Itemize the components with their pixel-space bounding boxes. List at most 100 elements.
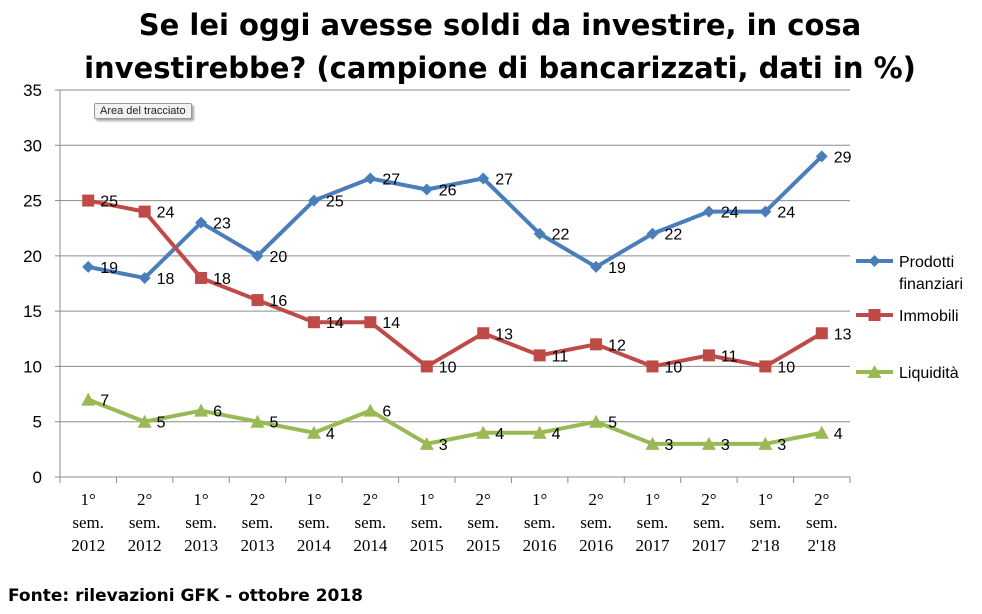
x-tick-label: 2'18 xyxy=(807,536,836,555)
data-label: 4 xyxy=(495,426,504,443)
x-tick-label: 2016 xyxy=(523,536,557,555)
data-label: 4 xyxy=(552,426,561,443)
legend-marker xyxy=(868,255,881,267)
data-point xyxy=(646,360,659,373)
data-point xyxy=(194,403,209,417)
y-tick-label: 10 xyxy=(23,357,42,376)
data-point xyxy=(364,316,377,329)
x-tick-label: 2'18 xyxy=(751,536,780,555)
legend-label: Prodotti xyxy=(899,254,954,271)
y-tick-label: 0 xyxy=(33,468,42,487)
data-point xyxy=(532,425,547,439)
data-label: 3 xyxy=(665,437,674,454)
data-label: 12 xyxy=(608,337,626,354)
y-tick-label: 25 xyxy=(23,192,42,211)
data-label: 5 xyxy=(157,415,166,432)
series-line-prodotti-finanziari xyxy=(87,154,824,280)
data-label: 5 xyxy=(270,415,279,432)
data-point xyxy=(420,360,433,373)
y-tick-label: 35 xyxy=(23,81,42,100)
data-label: 26 xyxy=(439,183,457,200)
x-tick-label: sem. xyxy=(72,513,104,532)
data-point xyxy=(815,327,828,340)
x-tick-label: sem. xyxy=(750,513,782,532)
x-tick-label: sem. xyxy=(242,513,274,532)
data-point xyxy=(138,271,151,284)
x-tick-label: sem. xyxy=(524,513,556,532)
data-label: 14 xyxy=(326,315,344,332)
data-label: 7 xyxy=(100,393,109,410)
x-tick-label: 2° xyxy=(701,490,716,509)
x-tick-label: 2014 xyxy=(297,536,332,555)
x-tick-label: sem. xyxy=(467,513,499,532)
data-point xyxy=(195,271,208,284)
x-tick-label: 2016 xyxy=(579,536,613,555)
data-label: 6 xyxy=(213,404,222,421)
legend-marker xyxy=(867,365,882,378)
data-point xyxy=(364,172,377,185)
data-label: 18 xyxy=(157,271,175,288)
x-tick-label: 2° xyxy=(814,490,829,509)
data-point xyxy=(419,436,434,450)
data-label: 22 xyxy=(665,227,683,244)
data-label: 18 xyxy=(213,271,231,288)
x-tick-label: 2015 xyxy=(410,536,444,555)
data-label: 6 xyxy=(382,404,391,421)
data-label: 11 xyxy=(721,348,738,365)
data-point xyxy=(137,414,152,428)
y-tick-label: 5 xyxy=(33,413,42,432)
x-tick-label: 2017 xyxy=(692,536,727,555)
data-point xyxy=(702,349,715,362)
data-point xyxy=(759,205,772,218)
data-label: 3 xyxy=(439,437,448,454)
legend-label: Liquidità xyxy=(899,365,959,382)
x-tick-label: sem. xyxy=(693,513,725,532)
data-label: 11 xyxy=(552,348,569,365)
series-line-immobili xyxy=(87,198,823,369)
x-tick-label: 2012 xyxy=(71,536,105,555)
data-point xyxy=(589,414,604,428)
data-label: 13 xyxy=(834,326,852,343)
data-label: 14 xyxy=(382,315,400,332)
data-point xyxy=(82,260,95,273)
x-tick-label: 2° xyxy=(588,490,603,509)
chart-title: Se lei oggi avesse soldi da investire, i… xyxy=(84,8,916,85)
x-tick-label: 2° xyxy=(476,490,491,509)
data-point xyxy=(195,216,208,229)
x-tick-label: 2° xyxy=(250,490,265,509)
data-label: 5 xyxy=(608,415,617,432)
data-label: 25 xyxy=(100,194,118,211)
legend-label: Immobili xyxy=(899,308,959,325)
data-point xyxy=(307,194,320,207)
x-tick-label: 2° xyxy=(363,490,378,509)
y-tick-label: 20 xyxy=(23,247,42,266)
x-tick-label: sem. xyxy=(637,513,669,532)
legend-marker xyxy=(868,309,881,321)
plot-area-tooltip: Area del tracciato xyxy=(94,103,192,119)
series-line-liquidit- xyxy=(87,397,823,446)
data-point xyxy=(590,260,603,273)
data-point xyxy=(477,172,490,185)
y-tick-label: 15 xyxy=(23,302,42,321)
x-tick-label: sem. xyxy=(298,513,330,532)
data-label: 10 xyxy=(777,359,795,376)
x-tick-label: 2014 xyxy=(353,536,388,555)
data-label: 24 xyxy=(721,205,739,222)
data-label: 27 xyxy=(495,171,513,188)
data-point xyxy=(758,436,773,450)
x-tick-label: sem. xyxy=(806,513,838,532)
data-point xyxy=(645,436,660,450)
x-tick-label: sem. xyxy=(580,513,612,532)
data-label: 27 xyxy=(382,171,400,188)
data-label: 4 xyxy=(834,426,843,443)
x-tick-label: sem. xyxy=(355,513,387,532)
legend-label: finanziari xyxy=(899,276,963,293)
x-tick-label: sem. xyxy=(129,513,161,532)
x-tick-label: sem. xyxy=(185,513,217,532)
data-label: 4 xyxy=(326,426,335,443)
y-tick-label: 30 xyxy=(23,136,42,155)
data-label: 22 xyxy=(552,227,570,244)
data-label: 23 xyxy=(213,216,231,233)
data-label: 19 xyxy=(608,260,626,277)
data-point xyxy=(759,360,772,373)
